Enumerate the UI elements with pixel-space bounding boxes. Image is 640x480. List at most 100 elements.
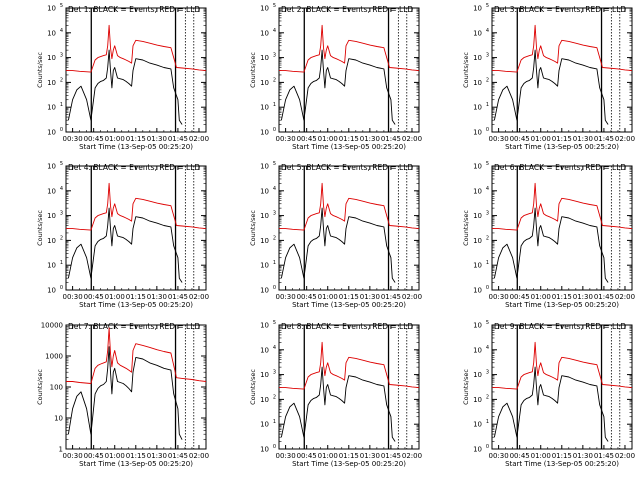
events-series-line: [493, 366, 609, 442]
x-tick-label: 01:30: [573, 452, 593, 460]
x-tick-label: 01:30: [360, 452, 380, 460]
y-axis-label: Counts/sec: [36, 369, 44, 405]
y-tick-exponent: 0: [273, 444, 276, 450]
x-tick-label: 01:45: [168, 452, 188, 460]
x-tick-label: 01:45: [594, 293, 614, 301]
plot-title: Det 2: BLACK = Events, RED = LLD: [281, 5, 413, 14]
x-tick-label: 02:00: [402, 135, 422, 143]
x-tick-label: 00:45: [297, 293, 317, 301]
y-tick-label: 10: [473, 396, 482, 404]
x-tick-label: 01:00: [105, 135, 125, 143]
y-tick-label: 10000: [41, 322, 63, 330]
y-axis-label: Counts/sec: [462, 210, 470, 246]
x-tick-label: 00:30: [489, 452, 509, 460]
x-tick-label: 01:30: [573, 293, 593, 301]
panel-det-2: Det 2: BLACK = Events, RED = LLD 10 0 10 1 10…: [249, 3, 422, 151]
lld-series-line: [279, 182, 420, 231]
lld-series-line: [279, 341, 420, 390]
y-tick-exponent: 2: [273, 235, 276, 241]
x-tick-label: 01:45: [168, 135, 188, 143]
x-tick-label: 00:45: [510, 452, 530, 460]
plot-title: Det 1: BLACK = Events, RED = LLD: [68, 5, 200, 14]
y-tick-label: 1: [59, 446, 63, 454]
panel-det-3: Det 3: BLACK = Events, RED = LLD 10 0 10 1 10…: [462, 3, 635, 151]
y-tick-label: 10: [473, 187, 482, 195]
y-tick-exponent: 4: [273, 186, 276, 192]
y-tick-label: 10: [473, 262, 482, 270]
y-tick-exponent: 3: [60, 53, 63, 59]
x-tick-label: 00:30: [489, 293, 509, 301]
events-series-line: [280, 207, 396, 283]
plot-title: Det 5: BLACK = Events, RED = LLD: [281, 163, 413, 172]
y-tick-label: 10: [473, 421, 482, 429]
x-tick-label: 01:15: [126, 293, 146, 301]
y-tick-label: 10: [473, 104, 482, 112]
x-tick-label: 01:00: [531, 293, 551, 301]
events-series-line: [493, 49, 609, 125]
y-tick-exponent: 2: [486, 394, 489, 400]
y-tick-label: 10: [260, 79, 269, 87]
x-tick-label: 00:45: [84, 293, 104, 301]
plot-title: Det 7: BLACK = Events, RED = LLD: [68, 322, 200, 331]
plot-title: Det 3: BLACK = Events, RED = LLD: [494, 5, 626, 14]
plot-title: Det 9: BLACK = Events, RED = LLD: [494, 322, 626, 331]
y-tick-label: 10: [260, 54, 269, 62]
y-tick-label: 10: [260, 446, 269, 454]
x-tick-label: 02:00: [402, 293, 422, 301]
x-tick-label: 01:45: [381, 135, 401, 143]
lld-series-line: [279, 24, 420, 73]
y-tick-label: 10: [47, 5, 56, 13]
x-tick-label: 01:30: [147, 135, 167, 143]
y-tick-label: 10: [473, 446, 482, 454]
x-axis-label: Start Time (13-Sep-05 00:25:20): [505, 460, 619, 468]
plot-title: Det 6: BLACK = Events, RED = LLD: [494, 163, 626, 172]
x-tick-label: 01:15: [339, 293, 359, 301]
y-tick-exponent: 5: [486, 320, 489, 326]
y-tick-exponent: 1: [486, 260, 489, 266]
y-tick-exponent: 1: [486, 419, 489, 425]
y-tick-label: 10: [47, 187, 56, 195]
panel-det-6: Det 6: BLACK = Events, RED = LLD 10 0 10 1 10…: [462, 161, 635, 309]
y-tick-label: 10: [473, 29, 482, 37]
x-tick-label: 02:00: [189, 293, 209, 301]
x-tick-label: 02:00: [615, 135, 635, 143]
y-tick-label: 10: [473, 5, 482, 13]
y-tick-exponent: 0: [273, 285, 276, 291]
y-tick-label: 10: [473, 212, 482, 220]
y-tick-label: 10: [260, 187, 269, 195]
y-tick-label: 10: [260, 421, 269, 429]
x-axis-label: Start Time (13-Sep-05 00:25:20): [505, 301, 619, 309]
y-tick-exponent: 1: [273, 102, 276, 108]
panel-det-7: Det 7: BLACK = Events, RED = LLD 1 10 100 10…: [36, 322, 209, 469]
x-tick-label: 02:00: [189, 452, 209, 460]
y-tick-label: 10: [473, 237, 482, 245]
y-tick-label: 10: [260, 262, 269, 270]
y-tick-label: 10: [260, 129, 269, 137]
x-axis-label: Start Time (13-Sep-05 00:25:20): [292, 460, 406, 468]
y-tick-label: 10: [473, 129, 482, 137]
x-tick-label: 01:00: [318, 452, 338, 460]
y-tick-label: 10: [473, 163, 482, 171]
y-tick-label: 10: [260, 163, 269, 171]
y-tick-label: 10: [260, 396, 269, 404]
lld-series-line: [492, 182, 633, 231]
y-tick-exponent: 4: [273, 28, 276, 34]
x-tick-label: 01:30: [360, 135, 380, 143]
y-tick-exponent: 0: [486, 285, 489, 291]
panel-det-5: Det 5: BLACK = Events, RED = LLD 10 0 10 1 10…: [249, 161, 422, 309]
y-tick-exponent: 5: [60, 3, 63, 9]
x-tick-label: 01:00: [318, 135, 338, 143]
plot-title: Det 4: BLACK = Events, RED = LLD: [68, 163, 200, 172]
y-tick-exponent: 0: [60, 285, 63, 291]
y-tick-label: 10: [260, 212, 269, 220]
y-tick-label: 10: [47, 104, 56, 112]
y-tick-label: 10: [47, 79, 56, 87]
y-tick-exponent: 5: [486, 3, 489, 9]
x-tick-label: 01:45: [594, 452, 614, 460]
y-tick-exponent: 3: [486, 53, 489, 59]
y-tick-exponent: 5: [273, 161, 276, 167]
lld-series-line: [492, 341, 633, 390]
x-tick-label: 01:30: [360, 293, 380, 301]
events-series-line: [280, 49, 396, 125]
x-tick-label: 02:00: [402, 452, 422, 460]
